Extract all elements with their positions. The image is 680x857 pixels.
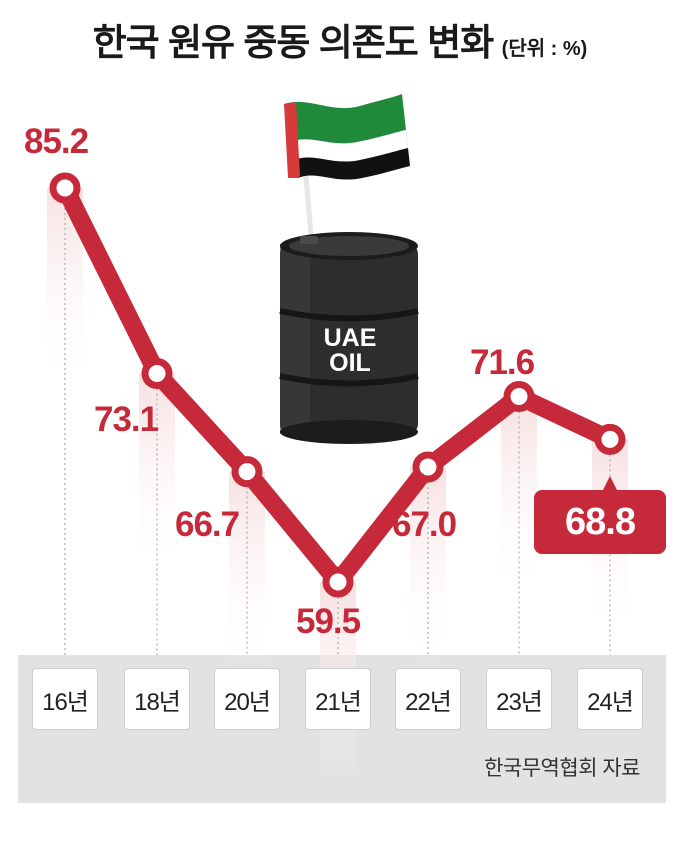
source-note: 한국무역협회 자료 — [484, 757, 640, 780]
data-point-4 — [412, 451, 444, 483]
data-point-5 — [503, 380, 535, 412]
data-point-3 — [322, 566, 354, 598]
value-label-4: 67.0 — [392, 505, 457, 544]
data-point-6 — [594, 423, 626, 455]
value-label-0: 85.2 — [24, 122, 89, 161]
chart-title-wrap: 한국 원유 중동 의존도 변화 (단위 : %) — [0, 12, 680, 66]
barrel-body — [279, 232, 419, 444]
value-label-5: 71.6 — [470, 343, 535, 382]
chart-title: 한국 원유 중동 의존도 변화 — [92, 22, 495, 63]
drop-lines — [47, 188, 628, 782]
data-point-1 — [141, 358, 173, 390]
barrel-text-1: UAE — [323, 324, 377, 352]
x-tick-label-4: 22년 — [395, 668, 461, 730]
barrel-text-2: OIL — [329, 349, 371, 377]
value-label-last: 68.8 — [534, 490, 666, 554]
data-point-0 — [49, 172, 81, 204]
markers — [49, 172, 626, 598]
value-label-2: 66.7 — [175, 505, 240, 544]
chart-unit: (단위 : %) — [501, 38, 588, 60]
x-tick-label-5: 23년 — [486, 668, 552, 730]
x-tick-label-2: 20년 — [214, 668, 280, 730]
value-label-1: 73.1 — [94, 400, 159, 439]
oil-barrel-illustration: UAE OIL — [270, 86, 430, 456]
x-tick-label-0: 16년 — [32, 668, 98, 730]
value-label-3: 59.5 — [296, 602, 361, 641]
x-tick-label-6: 24년 — [577, 668, 643, 730]
x-tick-label-1: 18년 — [124, 668, 190, 730]
x-tick-label-3: 21년 — [305, 668, 371, 730]
uae-flag-icon — [284, 94, 410, 247]
data-point-2 — [231, 456, 263, 488]
last-value-pointer — [603, 476, 617, 490]
